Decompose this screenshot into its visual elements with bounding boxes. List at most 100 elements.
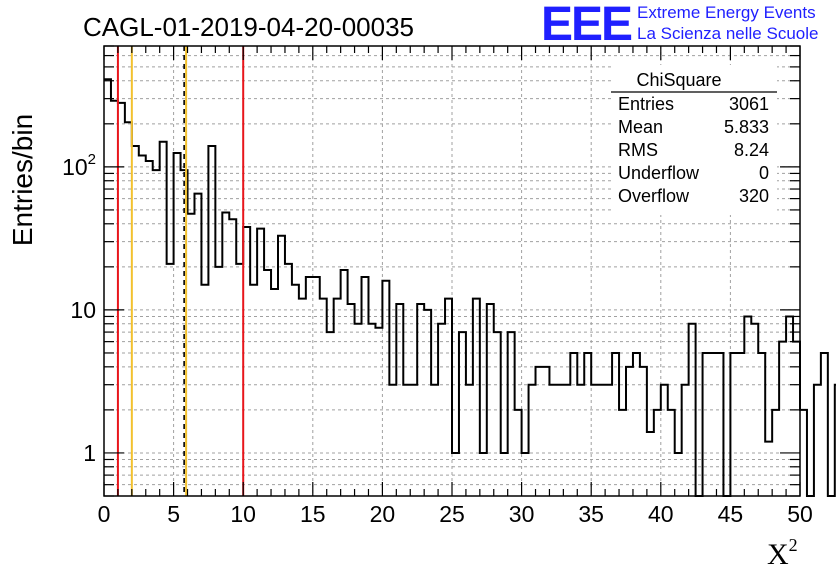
x-tick-label: 35: [578, 501, 604, 527]
histogram-outline: [104, 78, 836, 497]
histogram-bin: [132, 146, 139, 496]
histogram-bin: [382, 281, 389, 496]
histogram-bin: [675, 453, 682, 496]
histogram-bin: [689, 324, 696, 496]
histogram-bin: [396, 304, 403, 496]
histogram-bin: [466, 385, 473, 496]
histogram-bin: [215, 267, 222, 496]
histogram-bin: [403, 385, 410, 496]
histogram-bin: [814, 385, 821, 496]
histogram-bin: [459, 332, 466, 496]
histogram-bin: [501, 453, 508, 496]
project-name-line2: La Scienza nelle Scuole: [637, 24, 818, 43]
histogram-bin: [201, 285, 208, 496]
histogram-bin: [682, 385, 689, 496]
histogram-bin: [125, 122, 132, 496]
histogram-bin: [661, 385, 668, 496]
histogram-bin: [779, 342, 786, 496]
histogram-bin: [647, 432, 654, 496]
x-tick-labels: 0 5 10 15 20 25 30 35 40 45 50: [98, 501, 813, 527]
histogram-bin: [222, 212, 229, 496]
histogram-bin: [668, 410, 675, 496]
histogram-bin: [556, 385, 563, 496]
histogram-bin: [473, 299, 480, 496]
run-title: CAGL-01-2019-04-20-00035: [83, 12, 414, 42]
histogram-layer: [104, 78, 836, 497]
histogram-bin: [313, 277, 320, 496]
x-tick-label: 5: [167, 501, 180, 527]
stats-value: 8.24: [734, 140, 769, 160]
histogram-bin: [334, 299, 341, 496]
histogram-bin: [452, 453, 459, 496]
histogram-bin: [494, 332, 501, 496]
histogram-bin: [167, 264, 174, 496]
histogram-bin: [487, 304, 494, 496]
stats-label: RMS: [618, 140, 658, 160]
histogram-bin: [320, 299, 327, 496]
histogram-bin: [737, 353, 744, 496]
histogram-bin: [188, 214, 195, 496]
stats-label: Underflow: [618, 163, 700, 183]
histogram-bin: [765, 442, 772, 496]
project-name-line1: Extreme Energy Events: [637, 3, 816, 22]
histogram-bin: [355, 324, 362, 496]
histogram-bin: [389, 385, 396, 496]
histogram-bin: [542, 367, 549, 496]
histogram-bin: [619, 410, 626, 496]
histogram-bin: [243, 227, 250, 496]
histogram-bin: [605, 385, 612, 496]
axes: [103, 45, 801, 497]
histogram-bin: [438, 324, 445, 496]
histogram-bin: [744, 316, 751, 496]
x-tick-label: 25: [439, 501, 465, 527]
histogram-bin: [341, 270, 348, 496]
stats-label: Entries: [618, 94, 674, 114]
histogram-bin: [139, 156, 146, 496]
histogram-bin: [563, 385, 570, 496]
stats-value: 320: [739, 186, 769, 206]
eee-logo: EEE Extreme Energy Events La Scienza nel…: [541, 0, 818, 51]
histogram-bin: [508, 332, 515, 496]
stats-title: ChiSquare: [636, 70, 721, 90]
stats-box-background: [611, 65, 777, 215]
histogram-bin: [772, 410, 779, 496]
x-tick-label: 0: [98, 501, 111, 527]
x-axis-label: X2: [767, 535, 798, 571]
histogram-bin: [626, 367, 633, 496]
histogram-bin: [786, 316, 793, 496]
histogram-bin: [703, 353, 710, 496]
x-tick-label: 10: [230, 501, 256, 527]
histogram-bin: [194, 194, 201, 496]
histogram-bin: [153, 170, 160, 496]
histogram-bin: [362, 277, 369, 496]
histogram-bin: [758, 353, 765, 496]
histogram-bin: [424, 310, 431, 496]
histogram-bin: [800, 410, 807, 496]
histogram-bin: [793, 342, 800, 496]
histogram-bin: [640, 367, 647, 496]
x-tick-label: 50: [787, 501, 813, 527]
histogram-bin: [160, 142, 167, 496]
plot-frame: [103, 45, 801, 497]
histogram-bin: [410, 385, 417, 496]
histogram-bin: [570, 353, 577, 496]
histogram-bin: [285, 264, 292, 496]
stats-value: 3061: [729, 94, 769, 114]
histogram-bin: [431, 385, 438, 496]
histogram-bin: [348, 304, 355, 496]
histogram-bin: [612, 353, 619, 496]
histogram-bin: [730, 353, 737, 496]
histogram-bin: [515, 410, 522, 496]
histogram-bin: [522, 453, 529, 496]
histogram-bin: [480, 453, 487, 496]
stats-value: 5.833: [724, 117, 769, 137]
x-tick-label: 20: [370, 501, 396, 527]
histogram-bin: [118, 103, 125, 496]
histogram-bin: [271, 289, 278, 496]
stats-label: Mean: [618, 117, 663, 137]
histogram-bin: [591, 385, 598, 496]
histogram-bin: [327, 332, 334, 496]
histogram-bin: [821, 353, 828, 496]
histogram-bin: [375, 328, 382, 496]
